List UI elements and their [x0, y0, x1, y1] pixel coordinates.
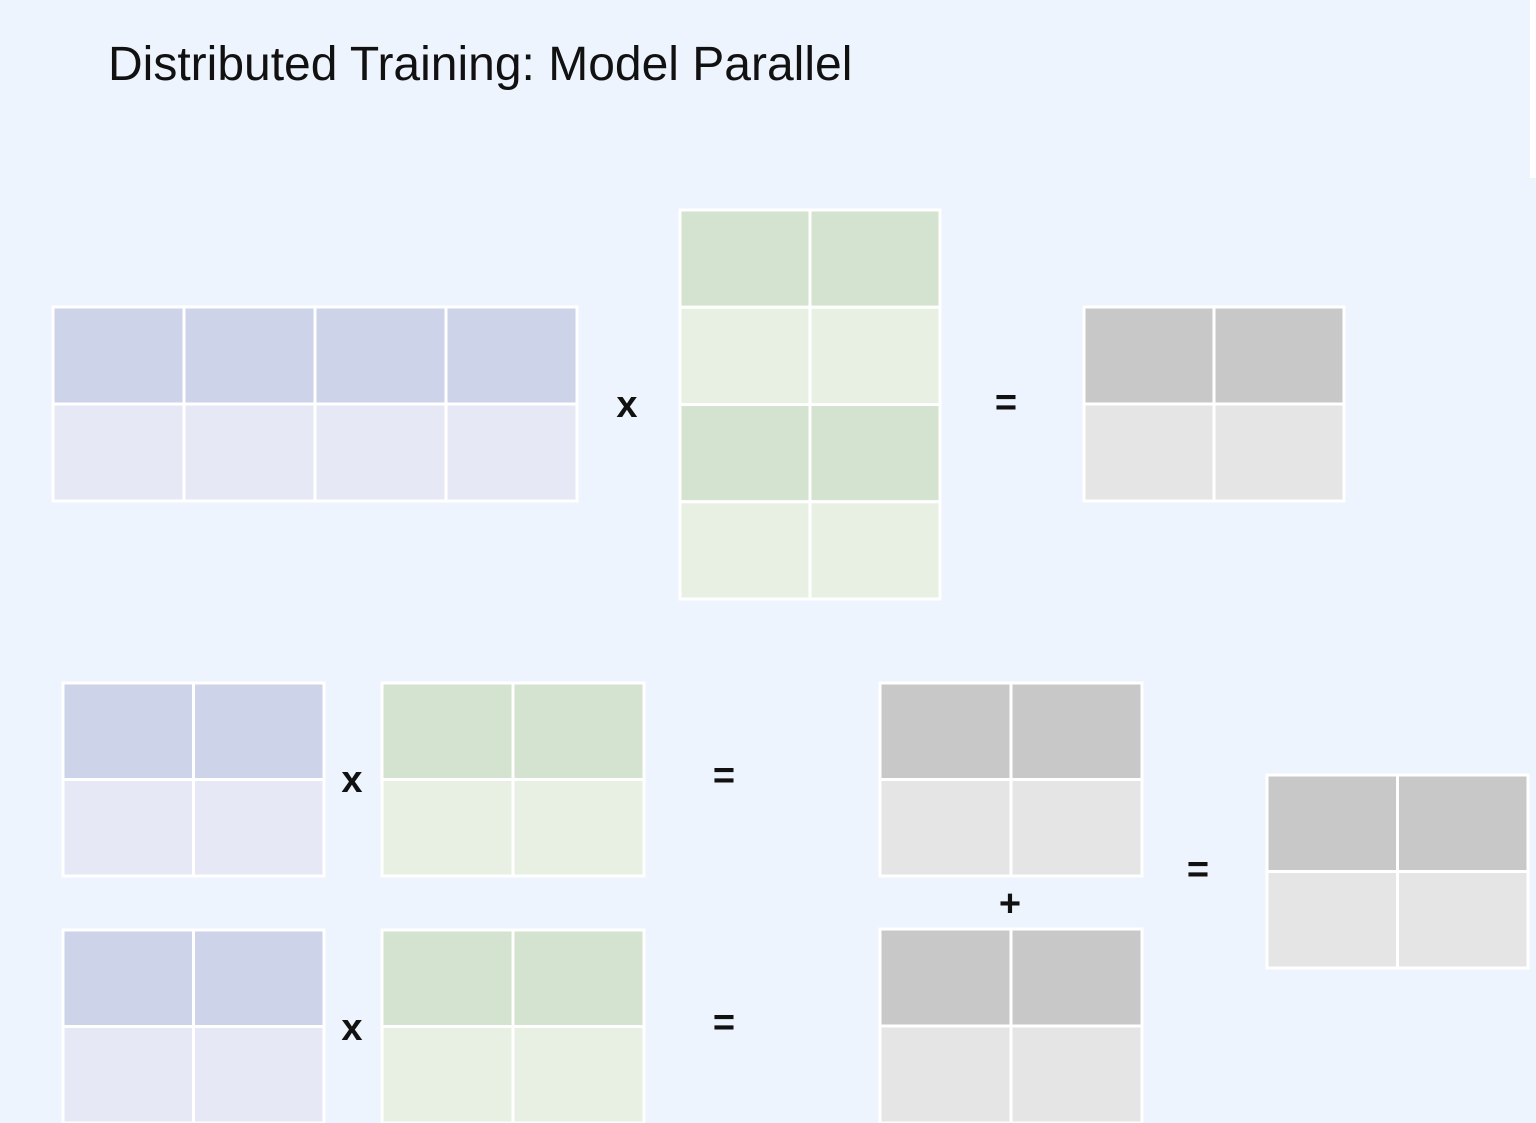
matrix-cell — [878, 681, 1013, 781]
matrix-cell — [380, 681, 515, 781]
plus-sign: + — [999, 883, 1021, 925]
matrix-cell — [61, 778, 195, 878]
multiply-sign: x — [341, 759, 362, 801]
matrix-cell — [511, 681, 646, 781]
matrix-cell — [1396, 773, 1530, 873]
matrix-cell — [511, 1025, 646, 1123]
matrix-cell — [511, 928, 646, 1028]
matrix-cell — [1396, 870, 1530, 970]
matrix-cell — [1009, 778, 1144, 878]
matrix-cell — [444, 305, 579, 406]
matrix-cell — [380, 778, 515, 878]
multiply-sign: x — [341, 1007, 362, 1049]
matrix-cell — [192, 778, 326, 878]
matrix-cell — [313, 305, 448, 406]
matrix-cell — [808, 208, 942, 309]
equals-sign: = — [713, 1002, 735, 1044]
title: Distributed Training: Model Parallel — [108, 38, 852, 91]
matrix-cell — [808, 403, 942, 504]
matrix-cell — [1082, 402, 1216, 503]
matrix-cell — [1009, 1024, 1144, 1123]
matrix-cell — [878, 778, 1013, 878]
matrix-cell — [878, 1024, 1013, 1123]
matrix-cell — [51, 402, 186, 503]
matrix-cell — [61, 1025, 195, 1123]
matrix-cell — [192, 681, 326, 781]
matrix-cell — [61, 928, 195, 1028]
matrix-cell — [192, 1025, 326, 1123]
matrix-cell — [1009, 681, 1144, 781]
matrix-cell — [313, 402, 448, 503]
matrix-cell — [182, 402, 317, 503]
matrix-cell — [380, 1025, 515, 1123]
matrix-cell — [192, 928, 326, 1028]
matrix-cell — [808, 500, 942, 601]
matrices — [51, 208, 1530, 1123]
matrix-cell — [1265, 773, 1399, 873]
equals-sign: = — [1187, 849, 1209, 891]
equals-sign: = — [713, 755, 735, 797]
matrix-cell — [678, 208, 812, 309]
matrix-cell — [444, 402, 579, 503]
edge-bar — [1530, 0, 1536, 178]
matrix-cell — [1265, 870, 1399, 970]
matrix-cell — [678, 305, 812, 406]
matrix-cell — [878, 927, 1013, 1028]
matrix-cell — [1082, 305, 1216, 406]
matrix-cell — [380, 928, 515, 1028]
matrix-cell — [1212, 402, 1346, 503]
multiply-sign: x — [616, 384, 637, 426]
matrix-cell — [511, 778, 646, 878]
matrix-cell — [61, 681, 195, 781]
matrix-cell — [808, 305, 942, 406]
equals-sign: = — [995, 382, 1017, 424]
matrix-cell — [678, 403, 812, 504]
matrix-cell — [1009, 927, 1144, 1028]
matrix-cell — [1212, 305, 1346, 406]
matrix-cell — [678, 500, 812, 601]
matrix-cell — [51, 305, 186, 406]
matrix-cell — [182, 305, 317, 406]
